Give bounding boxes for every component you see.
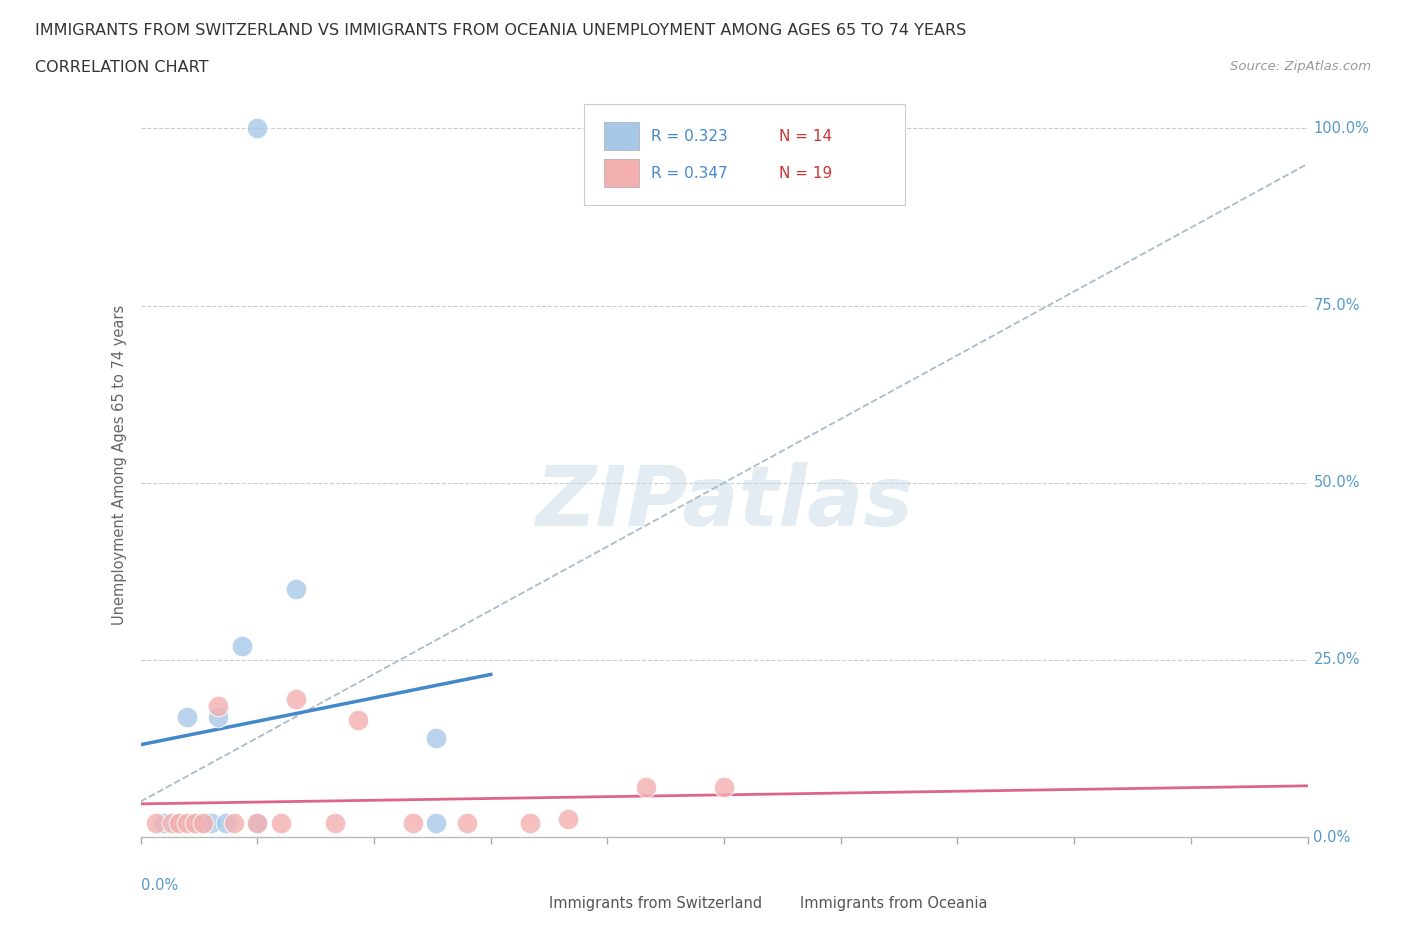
Point	[323, 816, 346, 830]
Point	[347, 712, 370, 727]
Point	[246, 816, 269, 830]
Text: Immigrants from Oceania: Immigrants from Oceania	[800, 897, 987, 911]
Text: 100.0%: 100.0%	[1313, 121, 1369, 136]
Point	[145, 816, 167, 830]
Point	[176, 816, 198, 830]
Text: CORRELATION CHART: CORRELATION CHART	[35, 60, 208, 75]
Point	[169, 816, 191, 830]
FancyBboxPatch shape	[759, 895, 792, 913]
Text: 0.0%: 0.0%	[1313, 830, 1351, 844]
Point	[636, 780, 658, 795]
Text: IMMIGRANTS FROM SWITZERLAND VS IMMIGRANTS FROM OCEANIA UNEMPLOYMENT AMONG AGES 6: IMMIGRANTS FROM SWITZERLAND VS IMMIGRANT…	[35, 23, 966, 38]
Point	[246, 121, 269, 136]
Point	[270, 816, 292, 830]
Point	[207, 709, 229, 724]
Text: 50.0%: 50.0%	[1313, 475, 1360, 490]
FancyBboxPatch shape	[605, 122, 638, 151]
Text: N = 14: N = 14	[779, 128, 832, 143]
Point	[425, 730, 447, 745]
Point	[184, 816, 207, 830]
Point	[713, 780, 735, 795]
Text: Immigrants from Switzerland: Immigrants from Switzerland	[548, 897, 762, 911]
Point	[285, 581, 308, 596]
Point	[207, 698, 229, 713]
Point	[169, 816, 191, 830]
Text: R = 0.347: R = 0.347	[651, 166, 727, 180]
Text: 75.0%: 75.0%	[1313, 299, 1360, 313]
Text: R = 0.323: R = 0.323	[651, 128, 727, 143]
Point	[246, 816, 269, 830]
Y-axis label: Unemployment Among Ages 65 to 74 years: Unemployment Among Ages 65 to 74 years	[111, 305, 127, 625]
Text: 25.0%: 25.0%	[1313, 652, 1360, 668]
Point	[215, 816, 238, 830]
Point	[191, 816, 214, 830]
Point	[285, 691, 308, 706]
Point	[184, 816, 207, 830]
Point	[425, 816, 447, 830]
Point	[153, 816, 176, 830]
Point	[200, 816, 222, 830]
Point	[557, 812, 579, 827]
Point	[191, 816, 214, 830]
Point	[456, 816, 478, 830]
FancyBboxPatch shape	[605, 159, 638, 188]
Point	[519, 816, 541, 830]
Point	[160, 816, 183, 830]
Point	[176, 709, 198, 724]
FancyBboxPatch shape	[583, 104, 905, 205]
FancyBboxPatch shape	[508, 895, 541, 913]
Point	[231, 638, 253, 653]
Text: ZIPatlas: ZIPatlas	[536, 461, 912, 543]
Point	[402, 816, 425, 830]
Text: Source: ZipAtlas.com: Source: ZipAtlas.com	[1230, 60, 1371, 73]
Text: N = 19: N = 19	[779, 166, 832, 180]
Point	[222, 816, 245, 830]
Text: 0.0%: 0.0%	[141, 878, 177, 893]
